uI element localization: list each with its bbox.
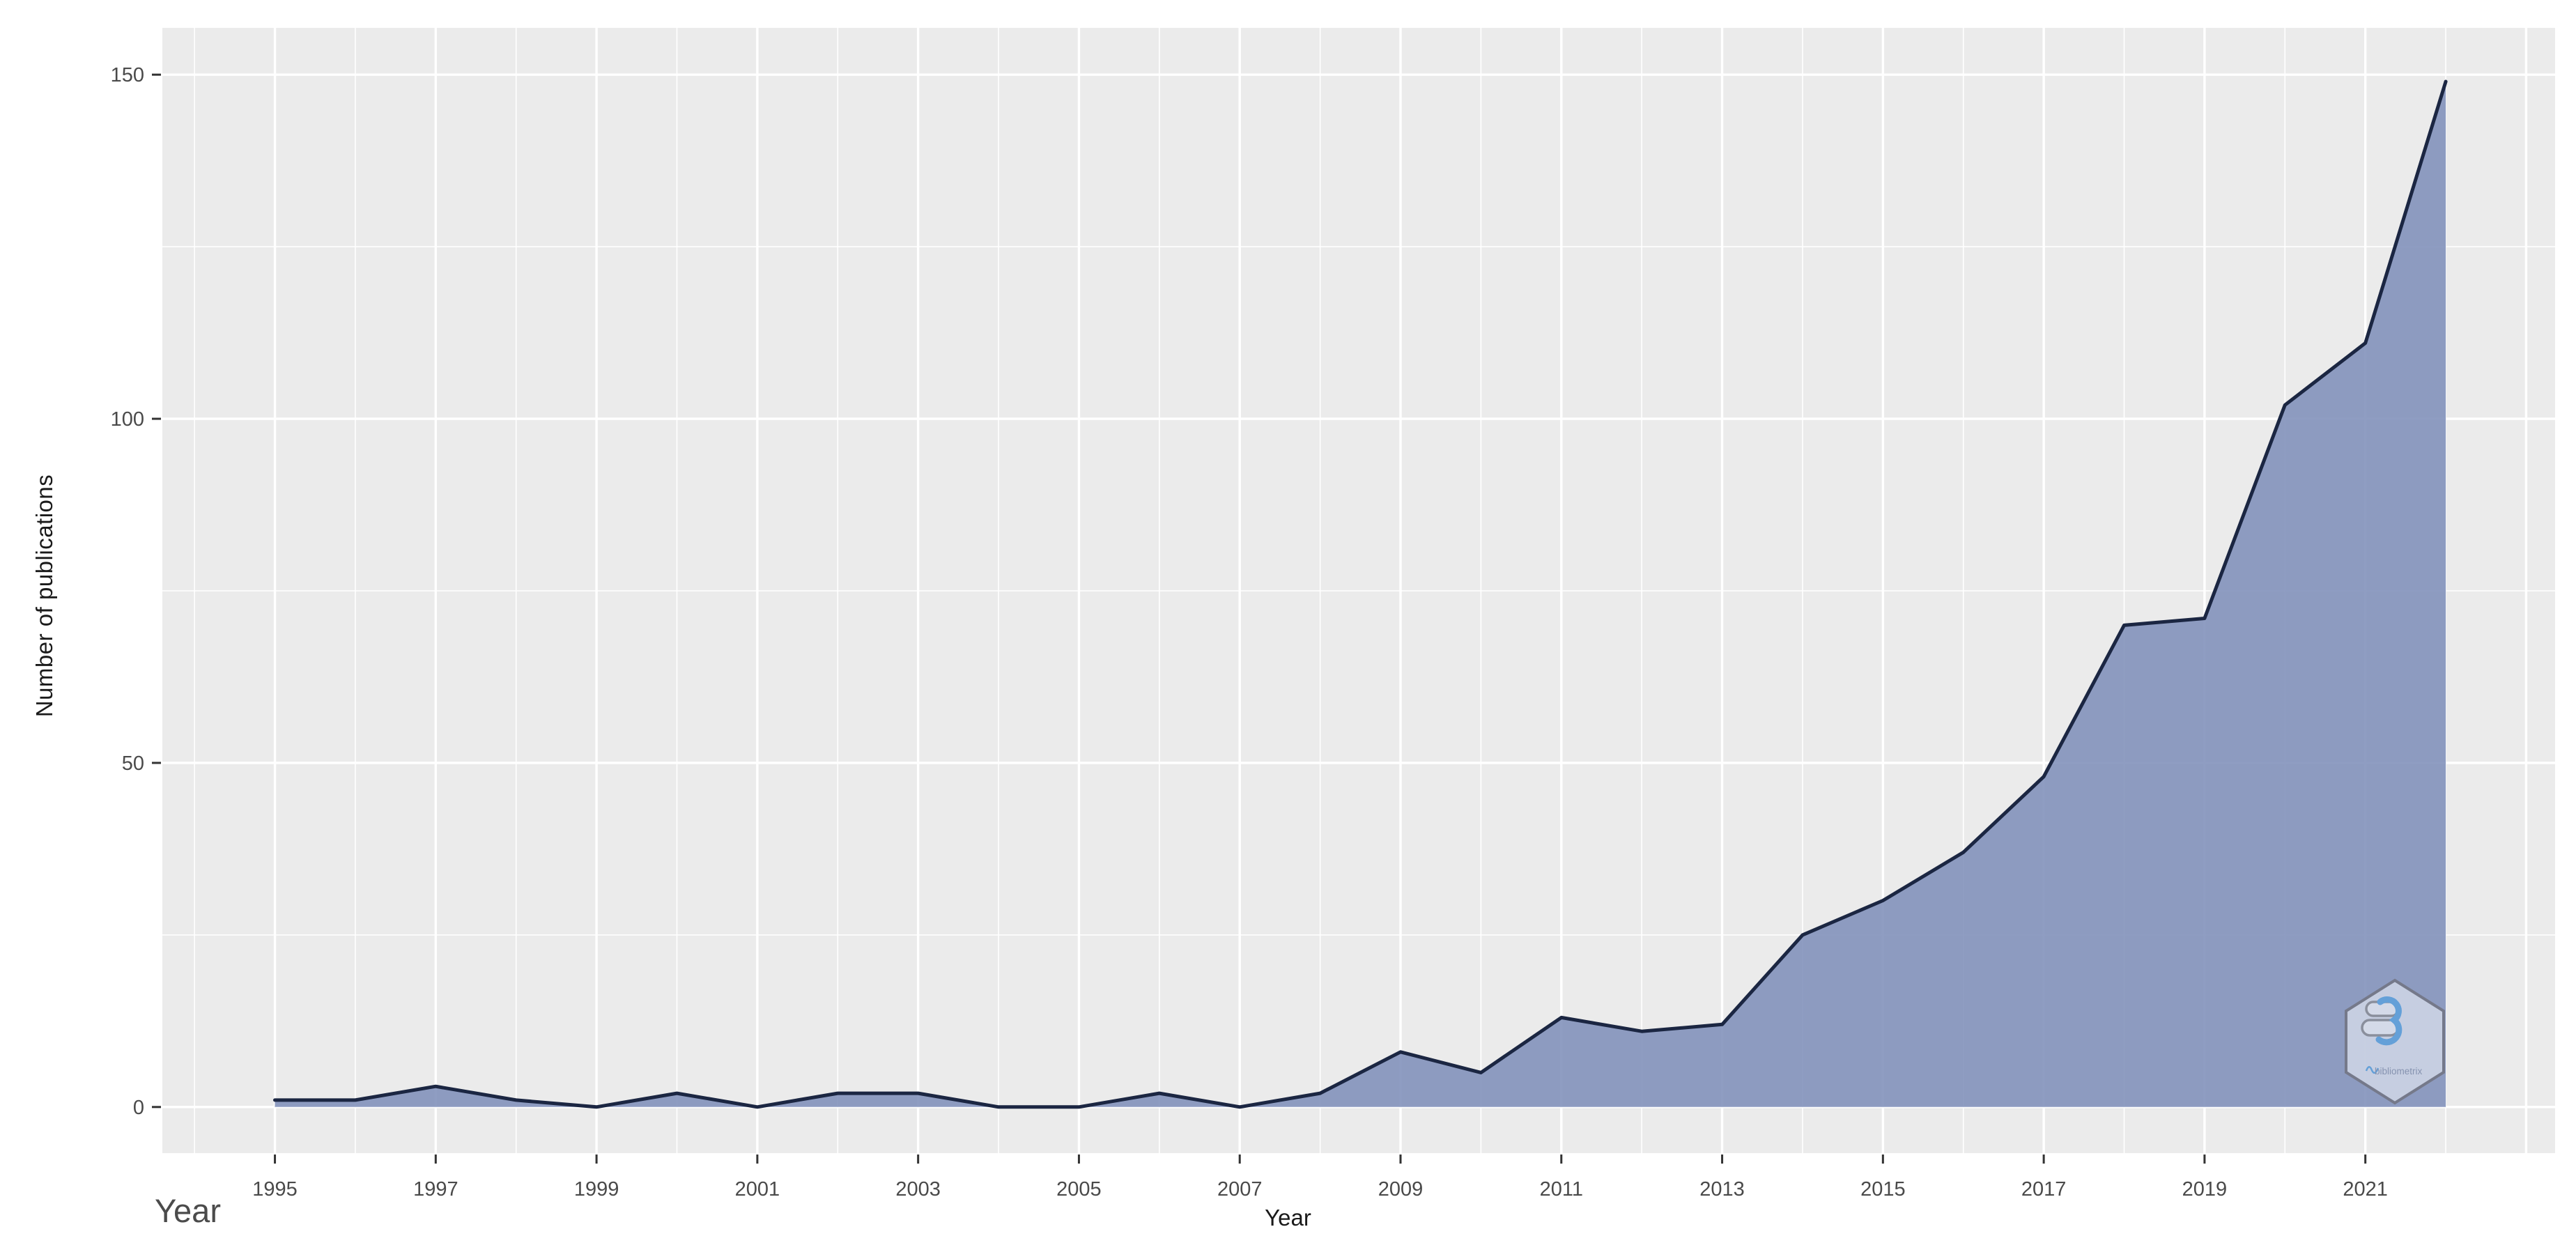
x-tick-label: 2015 — [1860, 1178, 1906, 1200]
x-tick-label: 1997 — [413, 1178, 458, 1200]
x-tick-label: 2013 — [1699, 1178, 1745, 1200]
x-tick-label: 1995 — [252, 1178, 298, 1200]
x-tick-label: 2017 — [2021, 1178, 2067, 1200]
logo-squiggle-icon — [2365, 1066, 2380, 1074]
x-tick-label: 2003 — [895, 1178, 941, 1200]
x-tick-label: 1999 — [574, 1178, 619, 1200]
x-tick-label: 2011 — [1540, 1178, 1583, 1200]
logo-three-curve-icon — [2375, 996, 2403, 1046]
x-tick-label: 2021 — [2343, 1178, 2388, 1200]
y-tick-label: 150 — [111, 64, 144, 86]
publications-area — [275, 82, 2446, 1107]
x-tick-label: 2007 — [1217, 1178, 1263, 1200]
corner-x-axis-label: Year — [155, 1192, 221, 1229]
x-axis-title: Year — [1265, 1205, 1311, 1230]
watermark-text: bibliometrix — [2375, 1066, 2423, 1076]
x-tick-label: 2009 — [1378, 1178, 1424, 1200]
publications-line — [273, 79, 2448, 1109]
x-tick-label: 2001 — [735, 1178, 780, 1200]
bibliometrix-watermark: bibliometrix — [2345, 978, 2445, 1105]
y-tick-label: 0 — [133, 1097, 144, 1119]
x-tick-label: 2005 — [1056, 1178, 1102, 1200]
y-tick-label: 100 — [111, 408, 144, 431]
y-tick-label: 50 — [122, 752, 144, 775]
x-tick-label: 2019 — [2182, 1178, 2228, 1200]
